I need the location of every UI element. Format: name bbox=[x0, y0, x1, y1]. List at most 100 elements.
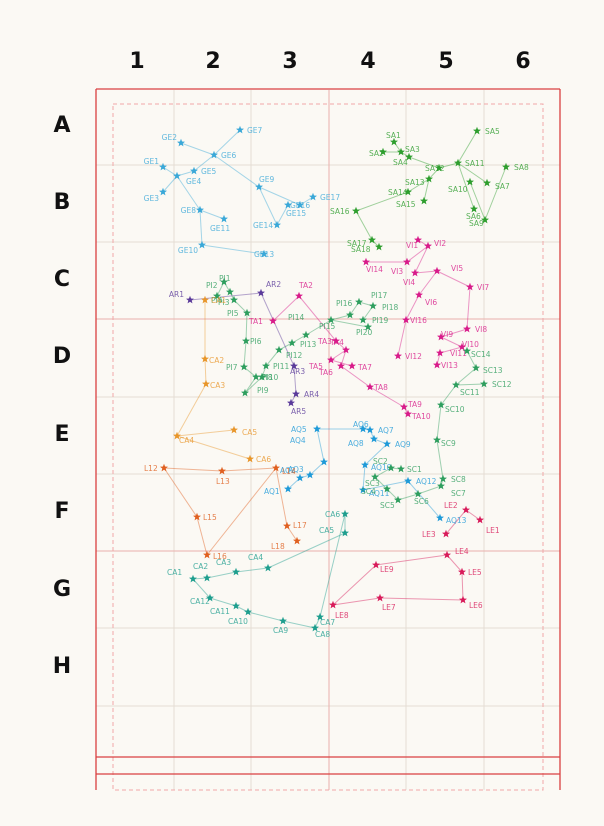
star-label: L17 bbox=[293, 521, 307, 530]
star-label: PI16 bbox=[336, 299, 353, 308]
star-label: AQ12 bbox=[416, 477, 437, 486]
star-icon bbox=[262, 361, 270, 370]
star-vi5: VI5 bbox=[433, 264, 463, 275]
constellation-line bbox=[436, 270, 471, 288]
star-label: PI20 bbox=[356, 328, 373, 337]
col-label-3: 3 bbox=[282, 49, 297, 74]
star-label: AR1 bbox=[169, 290, 184, 299]
row-label-b: B bbox=[54, 190, 71, 215]
star-icon bbox=[394, 495, 402, 504]
star-icon bbox=[203, 550, 211, 559]
star-ca4b: CA4 bbox=[248, 553, 272, 572]
star-vi2: VI2 bbox=[424, 239, 446, 250]
constellation-line bbox=[206, 571, 237, 579]
star-vi4: VI4 bbox=[403, 268, 419, 287]
star-icon bbox=[433, 435, 441, 444]
star-icon bbox=[264, 563, 272, 572]
constellation-line bbox=[209, 597, 237, 607]
star-icon bbox=[502, 162, 510, 171]
star-icon bbox=[341, 509, 349, 518]
star-sc13: SC13 bbox=[472, 363, 503, 375]
star-label: SA8 bbox=[514, 163, 529, 172]
star-icon bbox=[232, 601, 240, 610]
star-label: CA6 bbox=[256, 455, 271, 464]
constellation-line bbox=[162, 166, 178, 177]
star-label: GE15 bbox=[286, 209, 306, 218]
star-pi1: PI1 bbox=[219, 274, 231, 286]
star-icon bbox=[226, 287, 234, 296]
star-icon bbox=[257, 288, 265, 297]
star-ge5: GE5 bbox=[190, 166, 217, 176]
star-icon bbox=[359, 485, 367, 494]
star-ge1: GE1 bbox=[144, 157, 167, 171]
star-icon bbox=[463, 324, 471, 333]
col-label-2: 2 bbox=[205, 49, 220, 74]
star-icon bbox=[218, 466, 226, 475]
star-icon bbox=[405, 152, 413, 161]
star-label: VI9 bbox=[441, 330, 453, 339]
star-ca2b: CA2 bbox=[193, 562, 211, 582]
star-ca1: CA1 bbox=[201, 295, 226, 305]
star-le9: LE9 bbox=[372, 560, 394, 574]
star-label: PI2 bbox=[206, 281, 218, 290]
constellation-line bbox=[298, 295, 337, 342]
star-label: GE6 bbox=[221, 151, 237, 160]
star-ge7: GE7 bbox=[236, 125, 263, 135]
star-icon bbox=[302, 330, 310, 339]
star-label: SA6 bbox=[466, 212, 481, 221]
star-pi7: PI7 bbox=[226, 362, 248, 372]
constellation-line bbox=[319, 513, 346, 618]
star-label: CA12 bbox=[190, 597, 210, 606]
constellation-lines bbox=[162, 129, 507, 629]
star-icon bbox=[352, 206, 360, 215]
star-icon bbox=[296, 473, 304, 482]
star-label: PI18 bbox=[382, 303, 399, 312]
star-label: L14 bbox=[282, 467, 296, 476]
star-label: TA4 bbox=[329, 338, 344, 347]
star-aq12: AQ12 bbox=[404, 476, 437, 486]
star-label: VI11 bbox=[450, 349, 467, 358]
star-l16: L16 bbox=[203, 550, 227, 561]
star-label: SA11 bbox=[465, 159, 485, 168]
star-icon bbox=[437, 332, 445, 341]
star-label: SC5 bbox=[380, 501, 395, 510]
star-icon bbox=[362, 257, 370, 266]
star-icon bbox=[243, 308, 251, 317]
star-label: AQ4 bbox=[290, 436, 306, 445]
star-label: L12 bbox=[144, 464, 158, 473]
constellation-line bbox=[364, 443, 388, 466]
star-ar1: AR1 bbox=[169, 290, 194, 304]
star-icon bbox=[383, 439, 391, 448]
star-icon bbox=[436, 348, 444, 357]
star-icon bbox=[230, 295, 238, 304]
star-l17: L17 bbox=[283, 521, 307, 530]
row-label-c: C bbox=[54, 267, 70, 292]
star-icon bbox=[159, 187, 167, 196]
star-vi9: VI9 bbox=[437, 330, 453, 341]
star-pi6: PI6 bbox=[242, 336, 262, 346]
star-ar2: AR2 bbox=[257, 280, 281, 297]
star-l18: L18 bbox=[271, 536, 301, 551]
star-label: AQ6 bbox=[353, 420, 369, 429]
star-label: L18 bbox=[271, 542, 285, 551]
col-label-6: 6 bbox=[515, 49, 530, 74]
star-label: PI9 bbox=[257, 386, 269, 395]
constellation-line bbox=[199, 209, 203, 246]
star-ta2: TA2 bbox=[295, 281, 313, 300]
star-ta8: TA8 bbox=[366, 382, 388, 392]
star-pi11: PI11 bbox=[262, 361, 290, 371]
constellation-line bbox=[206, 467, 277, 556]
star-label: LE8 bbox=[335, 611, 349, 620]
star-label: LE4 bbox=[455, 547, 469, 556]
constellation-line bbox=[439, 346, 463, 354]
star-label: GE3 bbox=[144, 194, 160, 203]
constellation-line bbox=[235, 567, 269, 573]
row-label-g: G bbox=[53, 577, 71, 602]
star-ge9: GE9 bbox=[255, 175, 275, 191]
constellation-line bbox=[440, 336, 463, 348]
star-sa17: SA17 bbox=[347, 235, 376, 248]
star-icon bbox=[203, 573, 211, 582]
star-icon bbox=[202, 379, 210, 388]
